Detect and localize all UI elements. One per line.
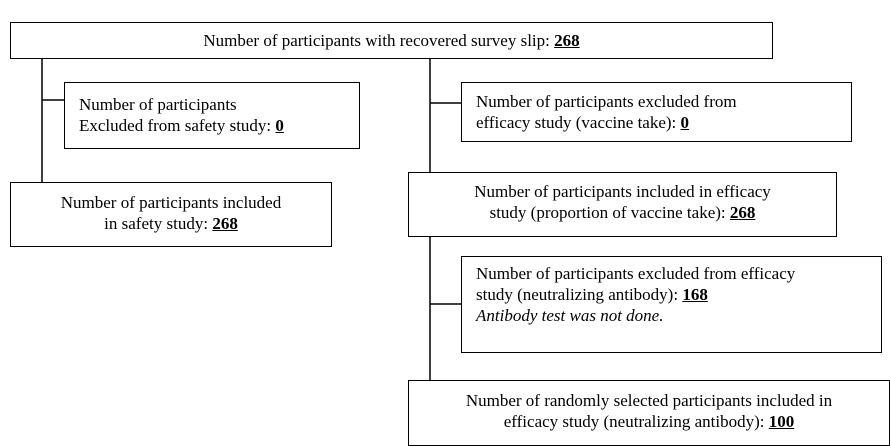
node-count: 268 [554,31,580,50]
node-count: 0 [680,113,690,132]
node-count: 168 [682,285,708,304]
node: Number of randomly selected participants… [408,380,890,446]
node-text: efficacy study (neutralizing antibody): [503,412,769,431]
node: Number of participants included in safet… [10,182,332,247]
node-text: Number of participants excluded from eff… [476,264,796,283]
node: Number of participants with recovered su… [10,22,773,59]
node-text: Excluded from safety study: [79,116,276,135]
node: Number of participants excluded from eff… [461,82,852,142]
node-text: in safety study: [104,214,213,233]
node-count: 0 [275,116,284,135]
node: Number of participants Excluded from saf… [64,82,360,149]
node-text: efficacy study (vaccine take): [476,113,681,132]
node-text: Number of randomly selected participants… [465,391,833,410]
node: Number of participants excluded from eff… [461,256,882,353]
node-text: Number of participants excluded from [476,92,737,111]
node-text: Number of participants included [60,193,282,212]
node-text: Number of participants [79,95,237,114]
node-text: study (proportion of vaccine take): [489,203,730,222]
node-count: 268 [729,203,756,222]
node-text: study (neutralizing antibody): [476,285,683,304]
node-note: Antibody test was not done. [476,306,664,325]
node: Number of participants included in effic… [408,172,837,237]
node-count: 100 [768,412,795,431]
node-text: Number of participants included in effic… [474,182,771,201]
node-text: Number of participants with recovered su… [203,31,555,50]
node-count: 268 [212,214,238,233]
